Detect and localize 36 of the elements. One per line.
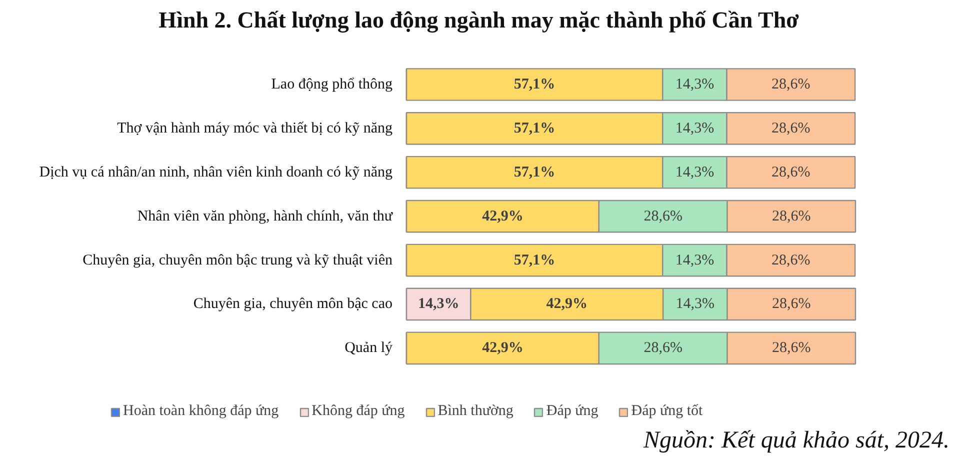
data-label: 28,6% xyxy=(772,76,810,93)
data-label: 14,3% xyxy=(675,120,714,136)
chart-title: Hình 2. Chất lượng lao động ngành may mặc thành phố Cần Thơ xyxy=(158,8,800,34)
y-tick-label: Chuyên gia, chuyên môn bậc cao xyxy=(193,296,393,312)
data-label: 14,3% xyxy=(675,164,714,180)
data-label: 14,3% xyxy=(418,296,460,312)
legend-label: Bình thường xyxy=(438,403,514,420)
data-label: 14,3% xyxy=(675,76,714,93)
data-label: 42,9% xyxy=(482,340,524,356)
y-tick-label: Lao động phổ thông xyxy=(271,76,393,93)
legend-label: Đáp ứng xyxy=(546,403,598,420)
data-label: 14,3% xyxy=(676,296,715,312)
text: Nguồn: Kết quả khảo sát, 2024. xyxy=(642,428,950,454)
data-label: 14,3% xyxy=(675,252,714,268)
legend-label: Đáp ứng tốt xyxy=(631,403,703,420)
data-label: 28,6% xyxy=(772,252,810,268)
y-tick-label: Chuyên gia, chuyên môn bậc trung và kỹ thuật viên xyxy=(82,252,393,268)
data-label: 42,9% xyxy=(546,296,588,312)
y-tick-label: Dịch vụ cá nhân/an ninh, nhân viên kinh doanh có kỹ năng xyxy=(39,164,393,180)
data-label: 57,1% xyxy=(514,120,556,136)
y-tick-label: Quản lý xyxy=(344,340,393,356)
legend-label: Không đáp ứng xyxy=(312,403,405,420)
data-label: 28,6% xyxy=(772,208,811,224)
data-label: 28,6% xyxy=(772,164,810,180)
data-label: 28,6% xyxy=(772,120,810,136)
data-label: 28,6% xyxy=(772,296,811,312)
data-label: 57,1% xyxy=(514,164,556,180)
data-label: 28,6% xyxy=(644,340,682,356)
data-label: 28,6% xyxy=(772,340,811,356)
y-tick-label: Nhân viên văn phòng, hành chính, văn thư xyxy=(137,208,394,224)
y-tick-label: Thợ vận hành máy móc và thiết bị có kỹ năng xyxy=(117,120,393,136)
data-label: 57,1% xyxy=(514,252,556,268)
data-label: 57,1% xyxy=(514,76,556,93)
data-label: 42,9% xyxy=(482,208,524,224)
legend-label: Hoàn toàn không đáp ứng xyxy=(123,403,279,420)
data-label: 28,6% xyxy=(644,208,682,224)
